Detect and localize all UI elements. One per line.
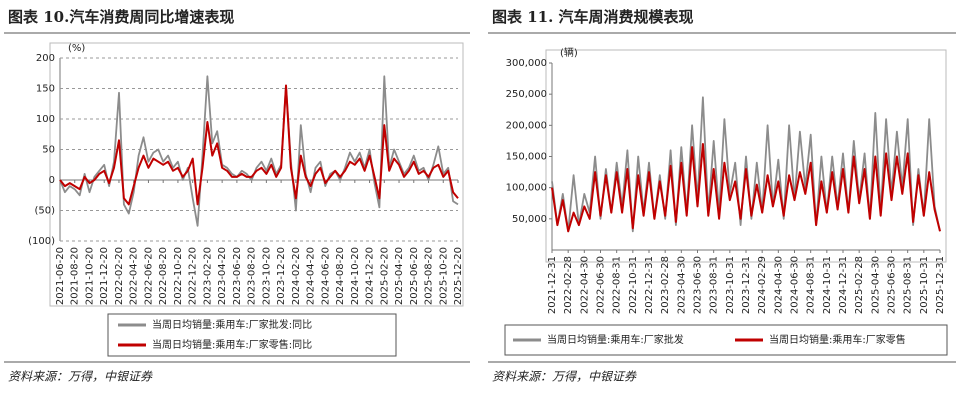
y-tick-label: 300,000 bbox=[506, 58, 547, 69]
y-tick-label: 150,000 bbox=[506, 152, 547, 163]
x-tick-label: 2023-08-31 bbox=[709, 256, 720, 314]
x-tick-label: 2021-06-20 bbox=[55, 247, 66, 305]
x-tick-label: 2025-02-28 bbox=[854, 256, 865, 314]
y-unit: (%) bbox=[68, 43, 85, 54]
x-tick-label: 2023-04-20 bbox=[217, 247, 228, 305]
x-tick-label: 2024-04-20 bbox=[306, 247, 317, 305]
legend-box bbox=[504, 324, 948, 356]
legend-label: 当周日均销量:乘用车:厂家零售:同比 bbox=[152, 338, 312, 351]
source: 资料来源：万得，中银证券 bbox=[8, 370, 153, 384]
plot-frame bbox=[49, 42, 464, 307]
x-tick-label: 2023-12-31 bbox=[741, 256, 752, 314]
chart-title: 图表 11. 汽车周消费规模表现 bbox=[492, 8, 694, 26]
x-tick-label: 2023-08-20 bbox=[247, 247, 258, 305]
legend-box bbox=[107, 313, 397, 357]
series-line bbox=[59, 75, 459, 227]
x-tick-label: 2025-06-30 bbox=[887, 256, 898, 314]
x-tick-label: 2023-04-30 bbox=[676, 256, 687, 314]
x-tick-label: 2022-02-28 bbox=[563, 256, 574, 314]
y-tick-label: 200,000 bbox=[506, 120, 547, 131]
y-tick-label: 200 bbox=[36, 53, 55, 64]
x-tick-label: 2025-10-20 bbox=[438, 247, 449, 305]
x-tick-label: 2025-04-20 bbox=[394, 247, 405, 305]
x-tick-label: 2022-08-20 bbox=[158, 247, 169, 305]
x-tick-label: 2025-12-20 bbox=[453, 247, 464, 305]
x-tick-label: 2023-06-20 bbox=[232, 247, 243, 305]
series-line bbox=[59, 84, 459, 206]
x-tick-label: 2021-08-20 bbox=[70, 247, 81, 305]
series-line bbox=[551, 143, 941, 233]
plot-frame bbox=[545, 49, 947, 263]
source: 资料来源：万得，中银证券 bbox=[492, 370, 637, 384]
x-tick-label: 2024-02-20 bbox=[291, 247, 302, 305]
x-tick-label: 2024-08-20 bbox=[335, 247, 346, 305]
x-tick-label: 2024-04-30 bbox=[773, 256, 784, 314]
x-tick-label: 2025-08-31 bbox=[903, 256, 914, 314]
x-tick-label: 2022-12-20 bbox=[188, 247, 199, 305]
x-tick-label: 2024-12-20 bbox=[365, 247, 376, 305]
x-tick-label: 2024-02-29 bbox=[757, 256, 768, 314]
series-line bbox=[551, 96, 941, 233]
y-tick-label: 50,000 bbox=[512, 214, 547, 225]
x-tick-label: 2025-02-20 bbox=[379, 247, 390, 305]
x-tick-label: 2023-12-20 bbox=[276, 247, 287, 305]
y-tick-label: (100) bbox=[28, 236, 55, 247]
x-tick-label: 2021-12-31 bbox=[547, 256, 558, 314]
x-tick-label: 2022-02-20 bbox=[114, 247, 125, 305]
x-tick-label: 2024-10-31 bbox=[822, 256, 833, 314]
legend-label: 当周日均销量:乘用车:厂家批发:同比 bbox=[152, 318, 312, 331]
x-tick-label: 2022-12-31 bbox=[644, 256, 655, 314]
legend-label: 当周日均销量:乘用车:厂家零售 bbox=[769, 333, 906, 346]
x-tick-label: 2024-08-31 bbox=[806, 256, 817, 314]
x-tick-label: 2025-04-30 bbox=[870, 256, 881, 314]
y-unit: (辆) bbox=[560, 46, 578, 59]
x-tick-label: 2022-04-30 bbox=[579, 256, 590, 314]
y-tick-label: (50) bbox=[34, 206, 55, 217]
x-tick-label: 2022-04-20 bbox=[129, 247, 140, 305]
x-tick-label: 2023-10-31 bbox=[725, 256, 736, 314]
y-tick-label: 100,000 bbox=[506, 183, 547, 194]
x-tick-label: 2022-10-31 bbox=[628, 256, 639, 314]
legend-label: 当周日均销量:乘用车:厂家批发 bbox=[547, 333, 684, 346]
x-tick-label: 2022-08-31 bbox=[612, 256, 623, 314]
x-tick-label: 2022-06-20 bbox=[143, 247, 154, 305]
x-tick-label: 2022-10-20 bbox=[173, 247, 184, 305]
x-tick-label: 2023-10-20 bbox=[261, 247, 272, 305]
y-tick-label: 50 bbox=[42, 145, 55, 156]
y-tick-label: 100 bbox=[36, 114, 55, 125]
x-tick-label: 2022-06-30 bbox=[596, 256, 607, 314]
y-tick-label: 150 bbox=[36, 84, 55, 95]
x-tick-label: 2021-10-20 bbox=[84, 247, 95, 305]
y-tick-label: 250,000 bbox=[506, 89, 547, 100]
x-tick-label: 2024-12-31 bbox=[838, 256, 849, 314]
x-tick-label: 2025-10-31 bbox=[919, 256, 930, 314]
x-tick-label: 2021-12-20 bbox=[99, 247, 110, 305]
y-tick-label: 0 bbox=[49, 175, 55, 186]
x-tick-label: 2024-10-20 bbox=[350, 247, 361, 305]
x-tick-label: 2025-08-20 bbox=[424, 247, 435, 305]
x-tick-label: 2023-02-20 bbox=[202, 247, 213, 305]
x-tick-label: 2024-06-30 bbox=[790, 256, 801, 314]
x-tick-label: 2023-06-30 bbox=[693, 256, 704, 314]
x-tick-label: 2023-02-28 bbox=[660, 256, 671, 314]
chart-title: 图表 10.汽车消费周同比增速表现 bbox=[8, 8, 234, 26]
x-tick-label: 2025-12-31 bbox=[935, 256, 946, 314]
x-tick-label: 2025-06-20 bbox=[409, 247, 420, 305]
x-tick-label: 2024-06-20 bbox=[320, 247, 331, 305]
